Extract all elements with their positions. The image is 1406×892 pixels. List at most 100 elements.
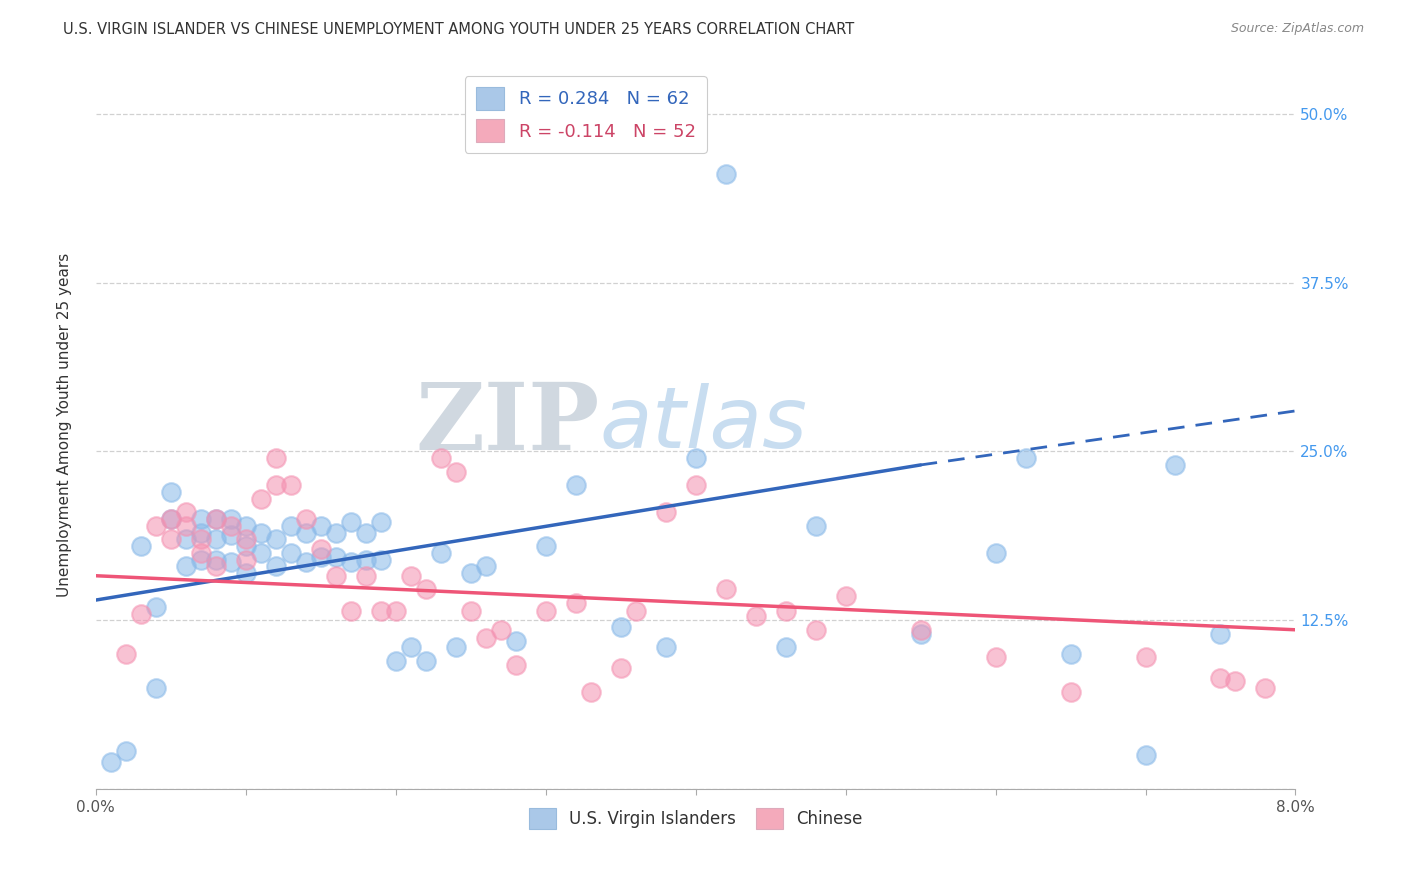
Point xyxy=(114,647,136,661)
Point xyxy=(714,168,737,182)
Point xyxy=(235,552,257,566)
Point xyxy=(325,568,347,582)
Point xyxy=(294,555,316,569)
Point xyxy=(384,604,406,618)
Point xyxy=(505,657,527,672)
Point xyxy=(654,505,676,519)
Point xyxy=(1059,647,1081,661)
Point xyxy=(685,451,707,466)
Point xyxy=(609,620,631,634)
Point xyxy=(219,512,242,526)
Point xyxy=(984,546,1007,560)
Point xyxy=(174,518,197,533)
Point xyxy=(1225,674,1247,689)
Point xyxy=(264,559,287,574)
Point xyxy=(444,465,467,479)
Point xyxy=(190,546,212,560)
Point xyxy=(309,549,332,564)
Text: ZIP: ZIP xyxy=(415,379,599,469)
Point xyxy=(174,559,197,574)
Point xyxy=(204,512,226,526)
Text: U.S. VIRGIN ISLANDER VS CHINESE UNEMPLOYMENT AMONG YOUTH UNDER 25 YEARS CORRELAT: U.S. VIRGIN ISLANDER VS CHINESE UNEMPLOY… xyxy=(63,22,855,37)
Point xyxy=(370,515,392,529)
Point xyxy=(354,568,377,582)
Point xyxy=(174,533,197,547)
Point xyxy=(804,518,827,533)
Point xyxy=(354,525,377,540)
Point xyxy=(325,549,347,564)
Point xyxy=(399,640,422,655)
Point xyxy=(145,599,167,614)
Text: Source: ZipAtlas.com: Source: ZipAtlas.com xyxy=(1230,22,1364,36)
Point xyxy=(235,518,257,533)
Point xyxy=(534,539,557,553)
Point xyxy=(474,631,496,645)
Point xyxy=(280,478,302,492)
Point xyxy=(1059,685,1081,699)
Text: atlas: atlas xyxy=(599,383,807,466)
Point xyxy=(654,640,676,655)
Point xyxy=(280,518,302,533)
Point xyxy=(505,633,527,648)
Point xyxy=(280,546,302,560)
Point xyxy=(415,654,437,668)
Point xyxy=(910,623,932,637)
Point xyxy=(159,485,181,500)
Point xyxy=(1254,681,1277,695)
Point xyxy=(129,607,152,621)
Point xyxy=(219,555,242,569)
Point xyxy=(579,685,602,699)
Point xyxy=(429,546,451,560)
Point xyxy=(775,604,797,618)
Point xyxy=(984,649,1007,664)
Point xyxy=(444,640,467,655)
Point xyxy=(1135,649,1157,664)
Point xyxy=(804,623,827,637)
Point xyxy=(309,541,332,556)
Point xyxy=(235,566,257,580)
Point xyxy=(249,546,271,560)
Point xyxy=(249,525,271,540)
Point xyxy=(219,518,242,533)
Point xyxy=(370,604,392,618)
Point xyxy=(399,568,422,582)
Point xyxy=(534,604,557,618)
Point xyxy=(1164,458,1187,472)
Point xyxy=(1014,451,1036,466)
Point xyxy=(219,528,242,542)
Point xyxy=(624,604,647,618)
Point xyxy=(325,525,347,540)
Point xyxy=(685,478,707,492)
Point xyxy=(910,627,932,641)
Point xyxy=(354,552,377,566)
Point xyxy=(190,533,212,547)
Point xyxy=(235,539,257,553)
Point xyxy=(339,555,361,569)
Point xyxy=(174,505,197,519)
Point xyxy=(609,660,631,674)
Point xyxy=(370,552,392,566)
Point xyxy=(339,515,361,529)
Point xyxy=(415,582,437,597)
Point xyxy=(1209,672,1232,686)
Legend: U.S. Virgin Islanders, Chinese: U.S. Virgin Islanders, Chinese xyxy=(523,801,869,836)
Point xyxy=(129,539,152,553)
Point xyxy=(190,512,212,526)
Point xyxy=(204,559,226,574)
Point xyxy=(264,478,287,492)
Point xyxy=(294,525,316,540)
Point xyxy=(1135,748,1157,763)
Point xyxy=(264,451,287,466)
Point xyxy=(264,533,287,547)
Point xyxy=(744,609,766,624)
Point xyxy=(159,533,181,547)
Point xyxy=(204,533,226,547)
Point xyxy=(309,518,332,533)
Y-axis label: Unemployment Among Youth under 25 years: Unemployment Among Youth under 25 years xyxy=(58,252,72,597)
Point xyxy=(1209,627,1232,641)
Point xyxy=(489,623,512,637)
Point xyxy=(474,559,496,574)
Point xyxy=(714,582,737,597)
Point xyxy=(204,552,226,566)
Point xyxy=(384,654,406,668)
